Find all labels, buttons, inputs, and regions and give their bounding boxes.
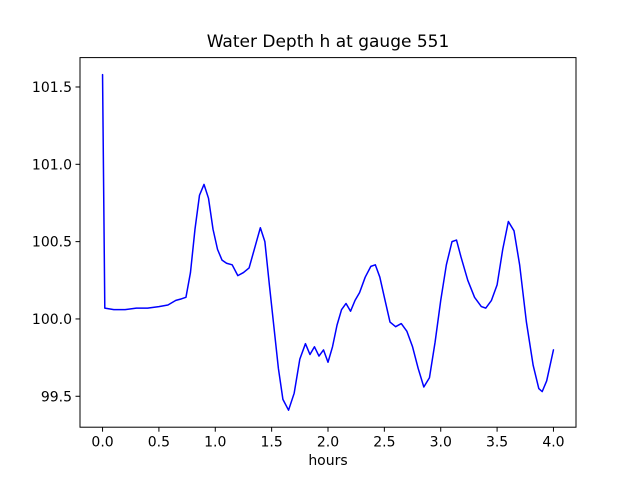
x-tick-label: 3.0	[430, 435, 452, 451]
y-tick-label: 99.5	[41, 389, 72, 405]
x-tick-label: 0.5	[148, 435, 170, 451]
x-tick-label: 4.0	[542, 435, 564, 451]
y-tick-label: 100.0	[32, 312, 72, 328]
x-axis-label: hours	[308, 453, 348, 469]
x-tick-label: 2.0	[317, 435, 339, 451]
y-tick-label: 101.5	[32, 80, 72, 96]
y-tick-label: 100.5	[32, 235, 72, 251]
y-tick-label: 101.0	[32, 157, 72, 173]
x-tick-label: 2.5	[373, 435, 395, 451]
depth-line	[101, 73, 555, 411]
x-tick-label: 3.5	[486, 435, 508, 451]
x-tick-label: 0.0	[91, 435, 113, 451]
chart-title: Water Depth h at gauge 551	[206, 32, 450, 52]
x-tick-label: 1.5	[261, 435, 283, 451]
axes-frame	[79, 57, 577, 428]
x-tick-label: 1.0	[204, 435, 226, 451]
